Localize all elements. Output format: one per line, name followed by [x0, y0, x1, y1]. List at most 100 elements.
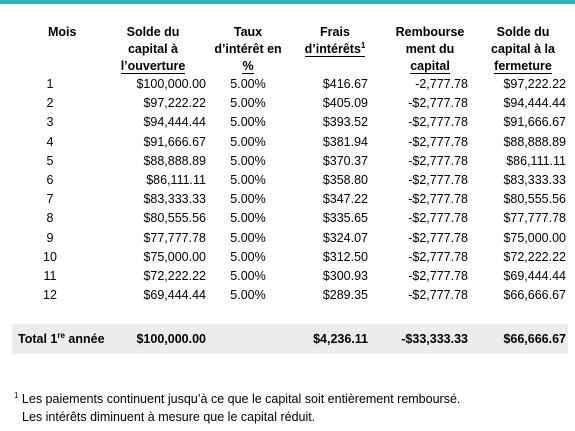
table-header: Mois Solde du capital à l’ouverture Taux… [12, 24, 568, 75]
footnote-line-2: Les intérêts diminuent à mesure que le c… [22, 410, 316, 425]
principal-cell: -2,777.78 [415, 77, 468, 92]
closing-balance-cell: $80,555.56 [503, 192, 566, 207]
closing-balance-cell: $86,111.11 [506, 153, 566, 168]
principal-cell: -$2,777.78 [408, 96, 468, 111]
closing-balance-cell: $69,444.44 [503, 268, 566, 283]
month-cell: 4 [46, 134, 54, 149]
interest-cell: $393.52 [322, 115, 368, 130]
opening-balance-cell: $91,666.67 [143, 134, 206, 149]
interest-cell: $370.37 [322, 153, 368, 168]
principal-cell: -$2,777.78 [408, 192, 468, 207]
footnote-ref: 1 [360, 40, 366, 50]
header-interest-charges: Frais d’intérêts1 [304, 25, 366, 57]
spacer-row [12, 305, 568, 324]
principal-cell: -$2,777.78 [408, 173, 468, 188]
interest-cell: $324.07 [322, 230, 368, 245]
closing-balance-cell: $97,222.22 [503, 77, 566, 92]
closing-balance-cell: $66,666.67 [503, 288, 566, 303]
principal-cell: -$2,777.78 [408, 249, 468, 264]
opening-balance-cell: $80,555.56 [143, 211, 206, 226]
table-row: 9 $77,777.78 5.00% $324.07 -$2,777.78 $75,000… [12, 229, 568, 248]
principal-cell: -$2,777.78 [408, 115, 468, 130]
closing-balance-cell: $75,000.00 [503, 230, 566, 245]
header-principal-repayment: Rembourse ment du capital [395, 25, 465, 74]
closing-balance-cell: $88,888.89 [503, 134, 566, 149]
interest-cell: $381.94 [322, 134, 368, 149]
opening-balance-cell: $94,444.44 [143, 115, 206, 130]
header-closing-balance: Solde du capital à la fermeture [491, 25, 555, 74]
table-body: 1 $100,000.00 5.00% $416.67 -2,777.78 $97,222… [12, 75, 568, 355]
interest-cell: $312.50 [322, 249, 368, 264]
table-row: 4 $91,666.67 5.00% $381.94 -$2,777.78 $88,888… [12, 133, 568, 152]
rate-cell: 5.00% [230, 115, 266, 130]
header-opening-balance: Solde du capital à l’ouverture [120, 25, 186, 74]
rate-cell: 5.00% [230, 268, 266, 283]
table-row: 5 $88,888.89 5.00% $370.37 -$2,777.78 $86,111… [12, 152, 568, 171]
total-principal: -$33,333.33 [382, 323, 478, 355]
month-cell: 7 [46, 192, 54, 207]
rate-cell: 5.00% [230, 134, 266, 149]
amortization-table: Mois Solde du capital à l’ouverture Taux… [12, 24, 568, 355]
month-cell: 9 [46, 230, 54, 245]
opening-balance-cell: $75,000.00 [143, 249, 206, 264]
rate-cell: 5.00% [230, 77, 266, 92]
table-row: 3 $94,444.44 5.00% $393.52 -$2,777.78 $91,666… [12, 113, 568, 132]
opening-balance-cell: $100,000.00 [136, 77, 206, 92]
header-interest-rate: Taux d’intérêt en % [214, 25, 282, 74]
month-cell: 6 [46, 173, 54, 188]
closing-balance-cell: $72,222.22 [503, 249, 566, 264]
month-cell: 10 [43, 249, 57, 264]
interest-cell: $358.80 [322, 173, 368, 188]
interest-cell: $289.35 [322, 288, 368, 303]
closing-balance-cell: $91,666.67 [503, 115, 566, 130]
principal-cell: -$2,777.78 [408, 153, 468, 168]
rate-cell: 5.00% [230, 230, 266, 245]
table-row: 2 $97,222.22 5.00% $405.09 -$2,777.78 $94,444… [12, 94, 568, 113]
rate-cell: 5.00% [230, 153, 266, 168]
rate-cell: 5.00% [230, 249, 266, 264]
month-cell: 12 [43, 288, 57, 303]
opening-balance-cell: $97,222.22 [143, 96, 206, 111]
header-month: Mois [48, 25, 77, 39]
total-row: Total 1re année $100,000.00 $4,236.11 -$… [12, 323, 568, 355]
footnote-line-1: 1 Les paiements continuent jusqu’à ce qu… [14, 391, 461, 407]
closing-balance-cell: $94,444.44 [503, 96, 566, 111]
top-accent-rule [0, 0, 575, 4]
footnote: 1 Les paiements continuent jusqu’à ce qu… [14, 387, 559, 426]
interest-cell: $335.65 [322, 211, 368, 226]
interest-cell: $416.67 [322, 77, 368, 92]
month-cell: 8 [46, 211, 54, 226]
rate-cell: 5.00% [230, 192, 266, 207]
month-cell: 2 [46, 96, 54, 111]
principal-cell: -$2,777.78 [408, 230, 468, 245]
opening-balance-cell: $69,444.44 [143, 288, 206, 303]
month-cell: 11 [43, 268, 57, 283]
principal-cell: -$2,777.78 [408, 211, 468, 226]
opening-balance-cell: $72,222.22 [143, 268, 206, 283]
total-interest: $4,236.11 [288, 323, 382, 355]
opening-balance-cell: $86,111.11 [146, 173, 206, 188]
total-rate [208, 323, 288, 355]
closing-balance-cell: $83,333.33 [503, 173, 566, 188]
table-row: 10 $75,000.00 5.00% $312.50 -$2,777.78 $72,22… [12, 248, 568, 267]
principal-cell: -$2,777.78 [408, 134, 468, 149]
total-closing: $66,666.67 [478, 323, 568, 355]
rate-cell: 5.00% [230, 173, 266, 188]
rate-cell: 5.00% [230, 96, 266, 111]
opening-balance-cell: $88,888.89 [143, 153, 206, 168]
table-row: 11 $72,222.22 5.00% $300.93 -$2,777.78 $69,44… [12, 267, 568, 286]
table-row: 6 $86,111.11 5.00% $358.80 -$2,777.78 $83,333… [12, 171, 568, 190]
month-cell: 3 [46, 115, 54, 130]
total-opening: $100,000.00 [98, 323, 208, 355]
principal-cell: -$2,777.78 [408, 268, 468, 283]
interest-cell: $347.22 [322, 192, 368, 207]
opening-balance-cell: $83,333.33 [143, 192, 206, 207]
table-row: 8 $80,555.56 5.00% $335.65 -$2,777.78 $77,777… [12, 209, 568, 228]
interest-cell: $405.09 [322, 96, 368, 111]
table-row: 7 $83,333.33 5.00% $347.22 -$2,777.78 $80,555… [12, 190, 568, 209]
rate-cell: 5.00% [230, 211, 266, 226]
principal-cell: -$2,777.78 [408, 288, 468, 303]
table-row: 1 $100,000.00 5.00% $416.67 -2,777.78 $97,222… [12, 75, 568, 94]
interest-cell: $300.93 [322, 268, 368, 283]
rate-cell: 5.00% [230, 288, 266, 303]
